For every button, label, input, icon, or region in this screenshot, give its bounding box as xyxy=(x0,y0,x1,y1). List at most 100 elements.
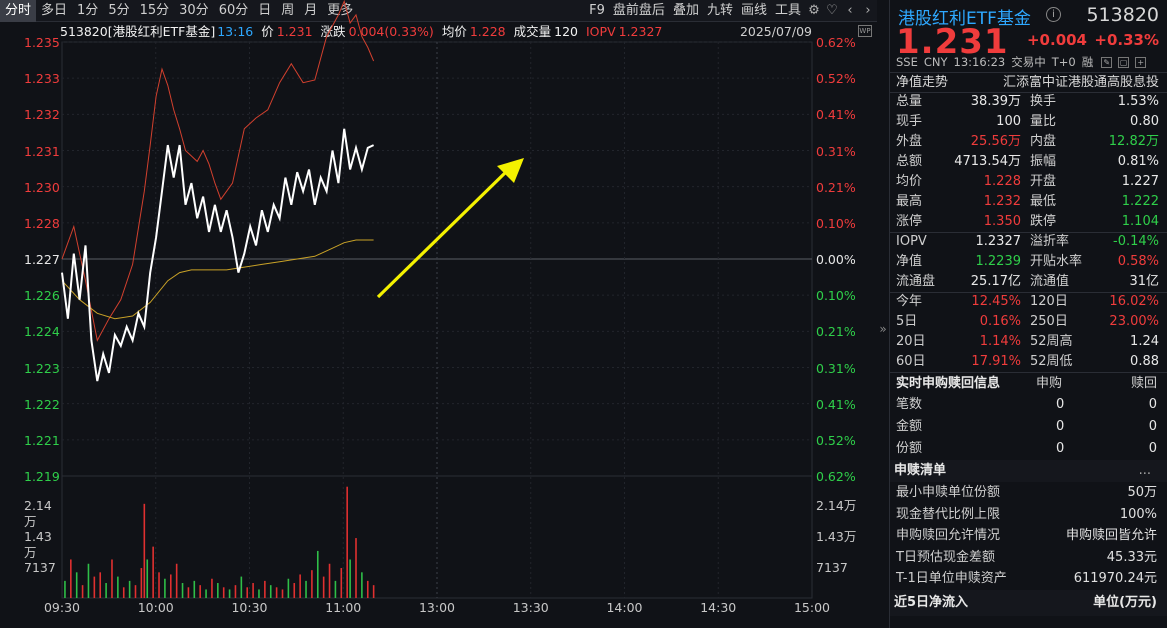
period-tab[interactable]: 15分 xyxy=(139,2,170,18)
window-icon[interactable]: ▢ xyxy=(1118,56,1130,68)
subscription-buy: 0 xyxy=(1056,397,1065,412)
quote-row: IOPV 1.2327 溢折率 -0.14% xyxy=(890,232,1167,252)
chart-frame xyxy=(61,41,813,599)
list-value: 申购赎回皆允许 xyxy=(1065,528,1157,543)
period-tab[interactable]: 30分 xyxy=(179,2,209,18)
heart-icon[interactable]: ♡ xyxy=(826,2,838,18)
tool-button[interactable]: 工具 xyxy=(774,2,801,18)
redemption-list-row: T日预估现金差额 45.33元 xyxy=(890,547,1167,568)
quote-value: 1.232 xyxy=(983,194,1021,209)
nav-row[interactable]: 净值走势 汇添富中证港股通高股息投 xyxy=(890,72,1167,92)
period-tab[interactable]: 分时 xyxy=(0,0,37,22)
col-buy: 申购 xyxy=(1036,376,1063,391)
chevron-right-icon[interactable]: › xyxy=(865,2,871,18)
y-tick-label: 1.227 xyxy=(24,252,60,267)
subscription-key: 份额 xyxy=(896,441,923,456)
x-tick-label: 11:00 xyxy=(325,600,362,615)
redemption-list-header: 申赎清单... xyxy=(890,460,1167,482)
period-tab[interactable]: 月 xyxy=(304,2,318,18)
status-line: SSE CNY 13:16:23 交易中 T+0 融 ✎ ▢ + xyxy=(896,54,1147,70)
list-value: 100% xyxy=(1119,506,1157,522)
tool-button[interactable]: 叠加 xyxy=(672,2,699,18)
quote-value: 1.2239 xyxy=(975,254,1022,269)
divider xyxy=(890,92,1167,93)
y-tick-label-pct: 0.41% xyxy=(816,107,856,123)
x-tick-label: 09:30 xyxy=(43,600,81,615)
quote-key: 总额 xyxy=(896,154,923,169)
net-inflow-title: 近5日净流入 xyxy=(894,595,969,610)
margin-tag: 融 xyxy=(1081,55,1094,69)
y-tick-label: 1.230 xyxy=(24,179,60,195)
quote-key: 溢折率 xyxy=(1030,234,1070,249)
info-icon[interactable]: i xyxy=(1046,7,1061,22)
quote-key: 跌停 xyxy=(1030,214,1057,229)
volume-value: 120 xyxy=(554,24,578,39)
y-tick-label-pct: 0.52% xyxy=(816,71,856,87)
annotation-arrow-head xyxy=(497,158,524,183)
quote-key: 流通盘 xyxy=(896,274,936,289)
period-tab[interactable]: 1分 xyxy=(77,2,99,18)
volume-tick-label: 7137 xyxy=(24,560,56,575)
more-icon[interactable]: ... xyxy=(1138,463,1151,478)
plus-icon[interactable]: + xyxy=(1135,56,1147,68)
period-tab[interactable]: 60分 xyxy=(218,2,249,18)
tool-button[interactable]: 九转 xyxy=(706,2,733,18)
volume-tick-label: 1.43万 xyxy=(816,529,857,544)
quote-key: 内盘 xyxy=(1030,134,1057,149)
divider xyxy=(890,292,1167,293)
price-label: 价 xyxy=(261,24,274,39)
quote-row: 净值 1.2239 开贴水率 0.58% xyxy=(890,252,1167,272)
fund-company: 汇添富中证港股通高股息投 xyxy=(1002,75,1159,90)
y-tick-label: 1.221 xyxy=(24,432,60,448)
y-tick-label-pct: 0.10% xyxy=(816,288,856,304)
quote-value: 25.56万 xyxy=(970,134,1021,149)
quote-key: 流通值 xyxy=(1030,274,1070,289)
quote-value: 1.104 xyxy=(1121,214,1159,229)
y-tick-label: 1.233 xyxy=(24,71,60,87)
x-tick-label: 10:30 xyxy=(231,600,268,615)
y-tick-label: 1.223 xyxy=(24,360,60,376)
t0-tag: T+0 xyxy=(1051,55,1076,69)
period-tab[interactable]: 周 xyxy=(281,2,295,18)
subscription-sell: 0 xyxy=(1148,441,1157,456)
y-tick-label: 1.232 xyxy=(24,107,60,123)
y-tick-label-pct: 0.31% xyxy=(816,360,856,376)
quote-row: 总量 38.39万 换手 1.53% xyxy=(890,92,1167,112)
pencil-icon[interactable]: ✎ xyxy=(1101,56,1113,68)
gear-icon[interactable]: ⚙ xyxy=(808,2,820,18)
period-tab[interactable]: 多日 xyxy=(41,2,68,18)
y-tick-label-pct: 0.21% xyxy=(816,179,856,195)
tool-button[interactable]: 盘前盘后 xyxy=(612,2,665,18)
quote-key: 今年 xyxy=(896,294,923,309)
quote-key: 外盘 xyxy=(896,134,923,149)
tool-button[interactable]: F9 xyxy=(589,2,605,18)
collapse-panel-icon[interactable]: » xyxy=(879,322,887,336)
fund-name: 港股红利ETF基金 xyxy=(898,9,1031,29)
quote-value: 0.16% xyxy=(979,314,1021,329)
subscription-header: 实时申购赎回信息 申购 赎回 xyxy=(890,372,1167,394)
quote-key: 量比 xyxy=(1030,114,1057,129)
intraday-chart[interactable] xyxy=(0,0,877,628)
quote-key: 52周低 xyxy=(1030,354,1073,369)
chevron-left-icon[interactable]: ‹ xyxy=(847,2,853,18)
tool-button[interactable]: 画线 xyxy=(740,2,767,18)
period-tab[interactable]: 日 xyxy=(258,2,272,18)
period-tab[interactable]: 5分 xyxy=(108,2,130,18)
quote-row: 今年 12.45% 120日 16.02% xyxy=(890,292,1167,312)
list-key: 申购赎回允许情况 xyxy=(896,528,1001,543)
subscription-sell: 0 xyxy=(1148,397,1157,412)
volume-tick-label: 2.14万 xyxy=(24,498,52,529)
nav-title[interactable]: 净值走势 xyxy=(896,75,949,90)
volume-tick-label: 1.43万 xyxy=(24,529,52,560)
subscription-buy: 0 xyxy=(1056,441,1065,456)
quote-value: 1.14% xyxy=(979,334,1021,349)
y-tick-label-pct: 0.31% xyxy=(816,143,856,159)
y-tick-label-pct: 0.00% xyxy=(816,252,856,267)
series-line-avg xyxy=(61,239,374,320)
exchange: SSE xyxy=(896,55,918,69)
quote-key: 最高 xyxy=(896,194,923,209)
wp-icon[interactable]: WP xyxy=(858,25,872,37)
chart-title: 513820[港股红利ETF基金] xyxy=(60,24,216,39)
subscription-buy: 0 xyxy=(1056,419,1065,434)
quote-key: 60日 xyxy=(896,354,926,369)
